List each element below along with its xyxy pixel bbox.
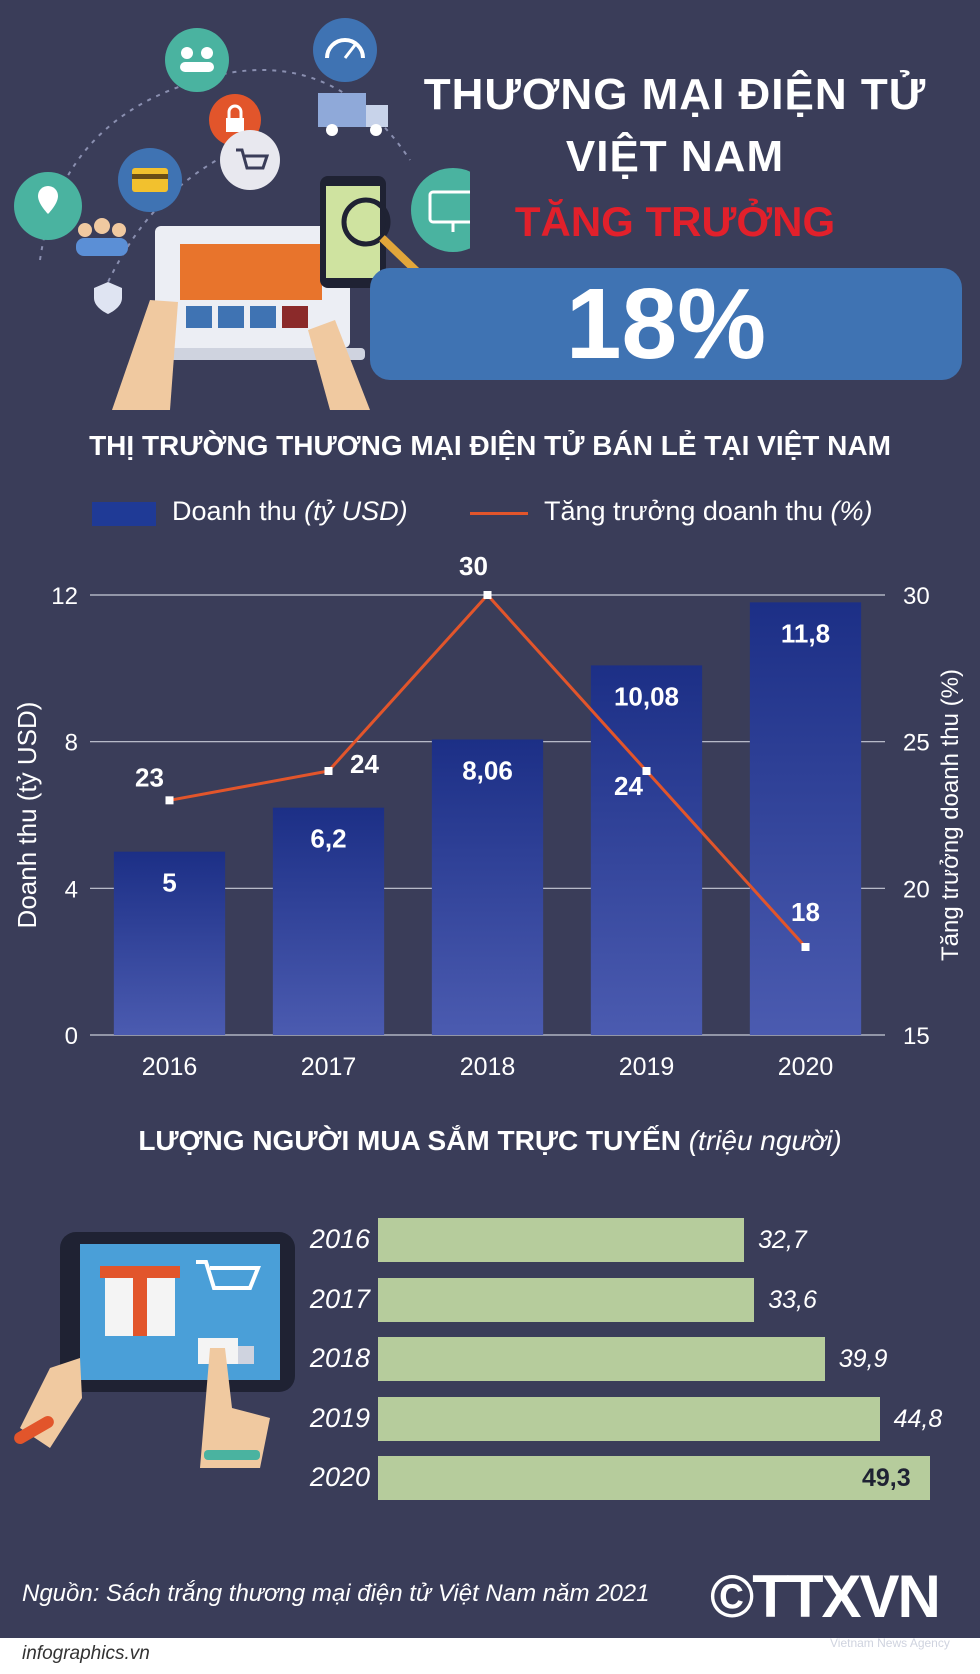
y-right-tick-label: 15 [903, 1023, 930, 1050]
map-pin-icon [14, 172, 82, 240]
truck-icon [318, 93, 388, 136]
x-tick-label: 2018 [460, 1053, 516, 1080]
legend-bar-name: Doanh thu [172, 496, 297, 526]
smartphone-icon [320, 176, 433, 288]
ttxvn-logo: ©TTXVN [710, 1563, 941, 1630]
y-left-tick-label: 0 [65, 1023, 78, 1050]
growth-point [165, 796, 174, 805]
revenue-bar [590, 665, 703, 1035]
shoppers-bar-value: 39,9 [838, 1345, 888, 1373]
growth-point [801, 943, 810, 951]
credit-card-icon [118, 148, 182, 212]
growth-point-label: 23 [135, 762, 164, 792]
revenue-bar-label: 5 [162, 868, 176, 898]
legend-line-name: Tăng trưởng doanh thu [544, 496, 823, 526]
revenue-bar [749, 602, 862, 1035]
shoppers-title-text: LƯỢNG NGƯỜI MUA SẮM TRỰC TUYẾN [138, 1125, 681, 1156]
revenue-bar [272, 807, 385, 1035]
legend-bar-unit: (tỷ USD) [304, 496, 408, 526]
growth-point-label: 18 [791, 897, 820, 927]
growth-point-label: 30 [459, 551, 488, 581]
shoppers-year-label: 2018 [309, 1343, 370, 1373]
y-right-axis-title: Tăng trưởng doanh thu (%) [937, 669, 964, 961]
ttxvn-logo-subtitle: Vietnam News Agency [830, 1636, 950, 1650]
shoppers-year-label: 2020 [309, 1462, 370, 1492]
y-left-axis-title: Doanh thu (tỷ USD) [12, 702, 42, 929]
shoppers-bar-value: 49,3 [862, 1464, 911, 1492]
growth-point-label: 24 [614, 771, 643, 801]
y-left-tick-label: 12 [51, 583, 78, 610]
revenue-bar [431, 739, 544, 1035]
shoppers-bar [378, 1396, 880, 1441]
legend-line-unit: (%) [830, 496, 873, 526]
y-right-tick-label: 30 [903, 583, 930, 610]
hand-right [200, 1348, 270, 1468]
x-tick-label: 2020 [778, 1053, 834, 1080]
shoppers-bar-value: 32,7 [758, 1226, 807, 1254]
x-tick-label: 2017 [301, 1053, 357, 1080]
shoppers-bar [378, 1337, 825, 1381]
shoppers-section-title: LƯỢNG NGƯỜI MUA SẮM TRỰC TUYẾN (triệu ng… [0, 1125, 980, 1157]
revenue-bar-label: 10,08 [614, 681, 679, 711]
market-section-title: THỊ TRƯỜNG THƯƠNG MẠI ĐIỆN TỬ BÁN LẺ TẠI… [89, 430, 891, 461]
y-left-tick-label: 4 [65, 876, 78, 903]
legend-line-label: Tăng trưởng doanh thu (%) [544, 496, 872, 527]
x-tick-label: 2019 [619, 1053, 675, 1080]
shoppers-bar [378, 1456, 930, 1500]
shoppers-bar-value: 44,8 [893, 1404, 943, 1433]
revenue-bar-label: 6,2 [310, 824, 346, 854]
x-tick-label: 2016 [142, 1053, 198, 1080]
gauge-icon [313, 18, 377, 82]
hand-left [14, 1358, 82, 1448]
shoppers-bar [378, 1277, 755, 1322]
y-left-tick-label: 8 [65, 730, 78, 757]
growth-point [642, 767, 651, 775]
source-note: Nguồn: Sách trắng thương mại điện tử Việ… [22, 1580, 650, 1607]
monitor-icon [411, 168, 470, 252]
shoppers-year-label: 2017 [309, 1283, 370, 1314]
tablet-shopping-illustration [14, 1232, 295, 1468]
shoppers-bar-value: 33,6 [768, 1285, 817, 1314]
y-right-tick-label: 20 [903, 876, 930, 903]
revenue-bar-label: 8,06 [462, 755, 513, 785]
legend-bar-label: Doanh thu (tỷ USD) [172, 496, 408, 527]
growth-point-label: 24 [350, 749, 379, 779]
footer-site: infographics.vn [22, 1643, 150, 1664]
revenue-bar [113, 851, 226, 1035]
growth-point [324, 767, 333, 775]
growth-point [483, 591, 492, 599]
shoppers-year-label: 2016 [309, 1224, 370, 1254]
shoppers-bar [378, 1218, 745, 1262]
cart-icon [196, 1260, 261, 1290]
growth-label: TĂNG TRƯỞNG [514, 198, 836, 245]
cart-icon [220, 130, 280, 190]
people-icon [165, 28, 229, 92]
hands-illustration [112, 300, 370, 410]
gift-box-icon [100, 1266, 180, 1336]
legend-bar-swatch [92, 502, 156, 526]
y-right-tick-label: 25 [903, 730, 930, 757]
growth-value: 18% [565, 268, 767, 380]
growth-pill [370, 268, 962, 380]
ecommerce-illustration [14, 18, 470, 410]
team-icon [76, 218, 128, 256]
shield-icon [94, 282, 122, 314]
shoppers-year-label: 2019 [309, 1402, 370, 1433]
title-line-1: THƯƠNG MẠI ĐIỆN TỬ [423, 70, 927, 119]
legend-line-swatch [470, 512, 528, 515]
revenue-growth-chart: 0 4 8 12 15 20 25 30 Doanh thu (tỷ USD) Tăng trưở… [12, 551, 964, 1080]
revenue-bar-label: 11,8 [781, 618, 830, 648]
laptop-icon [140, 226, 365, 360]
title-line-2: VIỆT NAM [565, 132, 785, 181]
shoppers-title-unit: (triệu người) [688, 1125, 842, 1156]
